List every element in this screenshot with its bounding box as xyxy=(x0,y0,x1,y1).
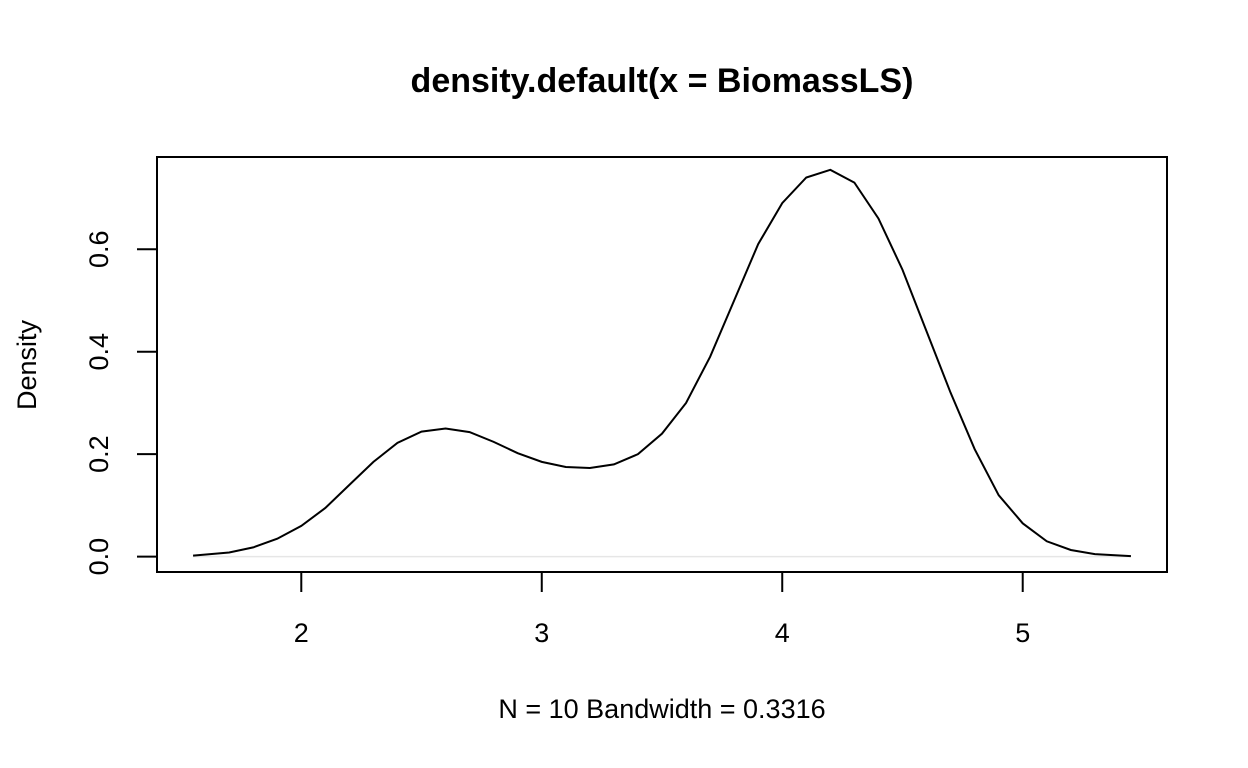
x-tick-label: 2 xyxy=(294,618,309,648)
y-tick-label: 0.4 xyxy=(84,333,114,371)
y-tick-label: 0.2 xyxy=(84,435,114,473)
x-tick-label: 5 xyxy=(1015,618,1030,648)
plot-frame xyxy=(156,156,1168,573)
y-tick-label: 0.0 xyxy=(84,538,114,576)
chart-title: density.default(x = BiomassLS) xyxy=(411,62,914,100)
y-axis-label: Density xyxy=(12,319,42,410)
density-curve xyxy=(192,168,1131,558)
y-axis: 0.0 0.2 0.4 0.6 xyxy=(84,230,158,576)
y-tick-label: 0.6 xyxy=(84,230,114,268)
x-tick-label: 4 xyxy=(775,618,790,648)
x-axis-label: N = 10 Bandwidth = 0.3316 xyxy=(498,694,825,724)
x-axis: 2 3 4 5 xyxy=(294,571,1030,648)
x-tick-label: 3 xyxy=(534,618,549,648)
